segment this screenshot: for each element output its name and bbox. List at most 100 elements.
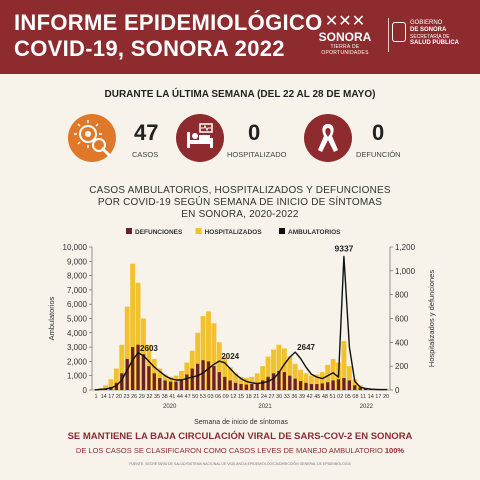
bar-defunciones xyxy=(233,382,238,390)
left-tick-label: 8,000 xyxy=(67,272,88,281)
x-tick-label: 41 xyxy=(169,394,175,400)
right-tick-label: 600 xyxy=(395,315,409,324)
peak-label: 2647 xyxy=(297,343,315,352)
logo-divider xyxy=(388,18,389,52)
x-tick-label: 09 xyxy=(223,394,229,400)
x-tick-label: 17 xyxy=(375,394,381,400)
x-tick-label: 50 xyxy=(192,394,198,400)
seal-icon xyxy=(392,22,406,42)
deaths-label: DEFUNCIÓN xyxy=(356,150,401,159)
x-tick-label: 11 xyxy=(360,394,366,400)
x-tick-label: 38 xyxy=(162,394,168,400)
year-label: 2020 xyxy=(163,404,177,410)
bar-defunciones xyxy=(315,384,319,390)
bar-hospitalizados xyxy=(216,342,222,390)
header-banner: INFORME EPIDEMIOLÓGICO COVID-19, SONORA … xyxy=(0,0,480,74)
bar-hospitalizados xyxy=(222,356,228,390)
left-tick-label: 4,000 xyxy=(67,329,88,338)
bar-defunciones xyxy=(217,372,221,390)
hospitalized-count: 0 xyxy=(248,120,261,145)
x-tick-label: 42 xyxy=(307,394,313,400)
bar-hospitalizados xyxy=(238,376,244,390)
left-tick-label: 3,000 xyxy=(67,343,88,352)
footer-headline: SE MANTIENE LA BAJA CIRCULACIÓN VIRAL DE… xyxy=(67,431,413,442)
bar-hospitalizados xyxy=(227,367,233,390)
x-tick-label: 06 xyxy=(215,394,221,400)
line-ambulatorios xyxy=(94,255,388,391)
x-tick-label: 27 xyxy=(268,394,274,400)
bar-defunciones xyxy=(131,347,135,390)
left-tick-label: 9,000 xyxy=(67,257,88,266)
bar-hospitalizados xyxy=(233,373,239,390)
bar-defunciones xyxy=(282,372,286,390)
x-tick-label: 45 xyxy=(314,394,320,400)
y-axis-right-title: Hospitalizados y defunciones xyxy=(427,270,436,367)
bar-hospitalizados xyxy=(254,373,260,390)
sonora-mark-icon: ✕✕✕ xyxy=(324,13,366,30)
bar-hospitalizados xyxy=(206,311,211,390)
bar-hospitalizados xyxy=(135,282,141,390)
legend-ambulatorios-label: AMBULATORIOS xyxy=(288,229,341,236)
bar-defunciones xyxy=(358,387,362,390)
cases-label: CASOS xyxy=(132,150,159,159)
peak-label: 2024 xyxy=(221,352,239,361)
legend-defunciones-label: DEFUNCIONES xyxy=(135,229,183,236)
bar-hospitalizados xyxy=(303,373,309,390)
bar-hospitalizados xyxy=(260,366,266,390)
bar-hospitalizados xyxy=(281,348,287,390)
source-note: FUENTE: SECRETARÍA DE SALUD/SISTEMA NACI… xyxy=(129,462,351,466)
bar-hospitalizados xyxy=(103,385,108,390)
chart-title-line3: EN SONORA, 2020-2022 xyxy=(181,209,299,220)
bar-hospitalizados xyxy=(211,323,217,390)
bar-hospitalizados xyxy=(346,366,352,390)
bar-defunciones xyxy=(168,381,173,390)
bar-defunciones xyxy=(163,380,167,390)
x-tick-label: 29 xyxy=(139,394,145,400)
x-tick-label: 03 xyxy=(207,394,213,400)
x-tick-label: 1 xyxy=(94,394,97,400)
bar-defunciones xyxy=(336,379,341,390)
page-title: INFORME EPIDEMIOLÓGICO xyxy=(14,10,323,35)
x-tick-label: 35 xyxy=(154,394,160,400)
right-tick-label: 200 xyxy=(395,362,409,371)
bar-defunciones xyxy=(261,380,265,390)
x-tick-label: 05 xyxy=(345,394,351,400)
bar-hospitalizados xyxy=(298,369,304,390)
footer-subline: DE LOS CASOS SE CLASIFICARON COMO CASOS … xyxy=(75,446,405,455)
bar-defunciones xyxy=(347,380,351,390)
bar-hospitalizados xyxy=(113,368,119,390)
peak-label: 9337 xyxy=(334,243,353,253)
left-tick-label: 2,000 xyxy=(67,357,88,366)
bar-defunciones xyxy=(353,385,357,390)
x-tick-label: 17 xyxy=(108,394,114,400)
x-tick-label: 32 xyxy=(146,394,152,400)
bar-defunciones xyxy=(304,382,308,390)
bar-defunciones xyxy=(331,380,335,390)
x-axis-title: Semana de inicio de síntomas xyxy=(194,419,288,426)
bar-defunciones xyxy=(141,354,146,390)
x-tick-label: 12 xyxy=(230,394,236,400)
bar-defunciones xyxy=(244,384,249,390)
left-tick-label: 5,000 xyxy=(67,315,88,324)
x-tick-label: 20 xyxy=(116,394,122,400)
epidemic-chart: DEFUNCIONES HOSPITALIZADOS AMBULATORIOS 0 1,… xyxy=(47,228,436,426)
hospitalized-label: HOSPITALIZADO xyxy=(227,150,287,159)
bar-hospitalizados xyxy=(124,306,130,390)
right-tick-label: 400 xyxy=(395,338,409,347)
bar-defunciones xyxy=(152,373,156,390)
right-tick-label: 1,200 xyxy=(395,243,416,252)
x-tick-label: 47 xyxy=(185,394,191,400)
bar-hospitalizados xyxy=(287,356,293,390)
bar-defunciones xyxy=(201,360,205,390)
bar-defunciones xyxy=(147,366,151,390)
x-tick-label: 21 xyxy=(253,394,259,400)
bar-defunciones xyxy=(298,381,303,390)
bar-defunciones xyxy=(223,376,227,390)
legend-hospitalizados-label: HOSPITALIZADOS xyxy=(205,229,263,236)
bar-hospitalizados xyxy=(341,341,347,390)
year-label: 2021 xyxy=(258,404,272,410)
bar-hospitalizados xyxy=(265,356,271,390)
right-tick-label: 0 xyxy=(395,386,400,395)
x-tick-label: 48 xyxy=(322,394,328,400)
deaths-count: 0 xyxy=(372,120,385,145)
